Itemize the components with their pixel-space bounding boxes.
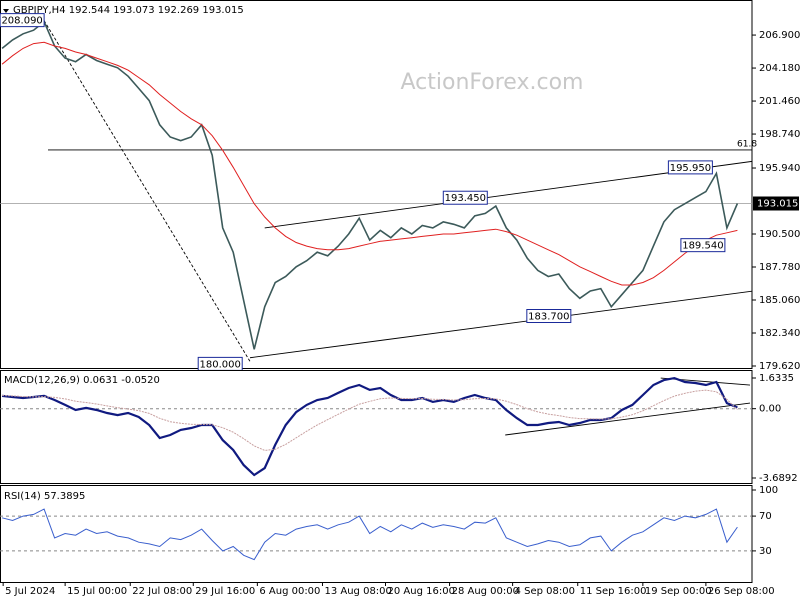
y-tick-label: 201.460 xyxy=(759,96,800,107)
plot-area: 208.090 180.000 193.450 183.700 195.950 189.5… xyxy=(0,13,752,371)
rsi-title: RSI(14) 57.3895 xyxy=(4,491,85,502)
label-box xyxy=(442,190,488,205)
series-line xyxy=(2,389,738,451)
macd-title: MACD(12,26,9) 0.0631 -0.0520 xyxy=(4,375,160,386)
chart-title: GBPJPY,H4 192.544 193.073 192.269 193.01… xyxy=(13,5,244,16)
x-tick-label: 26 Sep 08:00 xyxy=(708,586,775,597)
y-tick-label: 190.500 xyxy=(759,229,800,240)
price-box xyxy=(753,196,799,211)
y-tick-label: 206.900 xyxy=(759,30,800,41)
x-tick-label: 13 Aug 08:00 xyxy=(324,586,391,597)
price-annotation: 193.450 xyxy=(445,193,486,204)
y-tick-label: 179.620 xyxy=(759,361,800,372)
price-label: 193.015 xyxy=(757,199,798,210)
plot-area xyxy=(0,508,752,561)
price-annotation: 183.700 xyxy=(528,312,569,323)
series-line xyxy=(1,20,739,350)
series-line xyxy=(1,508,738,561)
plot-area xyxy=(0,376,752,477)
panel-frame xyxy=(0,485,753,583)
trendline xyxy=(43,20,251,362)
y-tick-label: 185.060 xyxy=(759,295,800,306)
price-annotation: 195.950 xyxy=(670,163,711,174)
trendline xyxy=(505,402,751,436)
series-line xyxy=(1,376,738,477)
x-tick-label: 28 Aug 00:00 xyxy=(452,586,519,597)
y-tick-label: 182.340 xyxy=(759,328,800,339)
y-tick-label: 30 xyxy=(759,546,772,557)
panel-frame xyxy=(0,370,753,484)
y-tick-label: 0.00 xyxy=(759,404,781,415)
y-tick-label: 70 xyxy=(759,511,772,522)
watermark: ActionForex.com xyxy=(401,70,584,95)
x-tick-label: 6 Aug 00:00 xyxy=(259,586,320,597)
y-tick-label: 204.180 xyxy=(759,63,800,74)
label-box xyxy=(0,13,45,28)
price-annotation: 180.000 xyxy=(200,359,241,370)
trendline xyxy=(249,290,752,359)
x-tick-label: 20 Aug 16:00 xyxy=(388,586,455,597)
label-box xyxy=(667,160,713,175)
label-box xyxy=(680,238,726,253)
y-tick-label: -3.6892 xyxy=(759,473,798,484)
series-line xyxy=(1,41,738,286)
price-annotation: 189.540 xyxy=(682,241,723,252)
x-tick-label: 4 Sep 08:00 xyxy=(515,586,575,597)
x-tick-label: 29 Jul 16:00 xyxy=(195,586,255,597)
x-tick-label: 19 Sep 00:00 xyxy=(645,586,712,597)
label-box xyxy=(526,309,572,324)
price-annotation: 208.090 xyxy=(1,16,42,27)
x-tick-label: 15 Jul 00:00 xyxy=(67,586,127,597)
y-tick-label: 187.780 xyxy=(759,262,800,273)
x-tick-label: 22 Jul 08:00 xyxy=(132,586,192,597)
y-tick-label: 100 xyxy=(759,485,778,496)
y-tick-label: 1.6335 xyxy=(759,373,794,384)
fibo-label: 61.8 xyxy=(737,139,757,149)
x-tick-label: 5 Jul 2024 xyxy=(5,586,55,597)
y-tick-label: 198.740 xyxy=(759,129,800,140)
panel-frame xyxy=(0,0,753,369)
menu-icon[interactable] xyxy=(3,9,9,13)
x-tick-label: 11 Sep 16:00 xyxy=(580,586,647,597)
y-tick-label: 195.940 xyxy=(759,163,800,174)
